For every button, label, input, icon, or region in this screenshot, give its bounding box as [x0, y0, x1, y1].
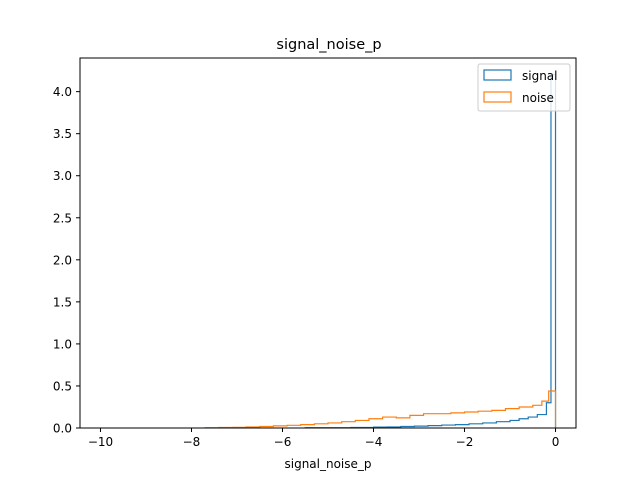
series-noise-step-line: [204, 390, 557, 429]
x-tick-label: 0: [552, 435, 560, 449]
y-tick-label: 1.5: [53, 295, 72, 309]
x-axis-label: signal_noise_p: [284, 457, 371, 471]
y-tick-label: 4.0: [53, 85, 72, 99]
y-tick-label: 2.5: [53, 211, 72, 225]
legend-swatch-noise: [483, 91, 512, 103]
legend-label-noise: noise: [522, 91, 554, 105]
x-tick-label: −8: [183, 435, 201, 449]
y-tick-label: 0.5: [53, 379, 72, 393]
x-axis: −10 −8 −6 −4 −2 0: [88, 428, 560, 449]
plot-area: [204, 74, 557, 429]
legend-box: [477, 63, 571, 112]
y-axis: 0.0 0.5 1.0 1.5 2.0 2.5 3.0 3.5 4.0: [53, 85, 80, 436]
x-tick-label: −10: [88, 435, 113, 449]
x-tick-label: −2: [456, 435, 474, 449]
chart-title: signal_noise_p: [276, 37, 381, 53]
x-tick-label: −6: [274, 435, 292, 449]
y-tick-label: 3.0: [53, 169, 72, 183]
y-tick-label: 1.0: [53, 337, 72, 351]
x-tick-label: −4: [365, 435, 383, 449]
legend-label-signal: signal: [522, 69, 558, 83]
y-tick-label: 3.5: [53, 127, 72, 141]
series-signal-step-line: [304, 74, 557, 429]
axes-frame: [79, 57, 577, 429]
y-tick-label: 0.0: [53, 422, 72, 436]
y-tick-label: 2.0: [53, 253, 72, 267]
legend: signal noise: [477, 63, 571, 112]
legend-swatch-signal: [483, 69, 512, 81]
